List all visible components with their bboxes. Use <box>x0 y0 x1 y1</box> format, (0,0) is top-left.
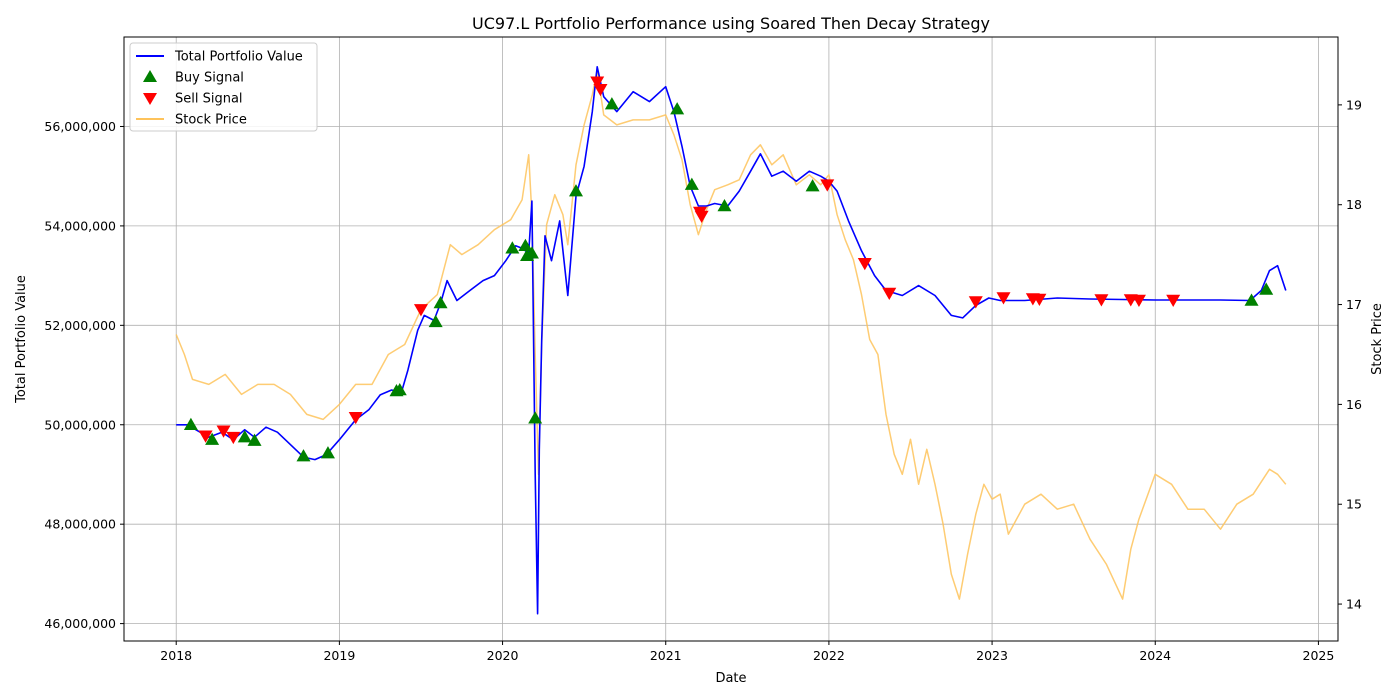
legend-swatch <box>143 93 157 105</box>
y2-tick-label: 17 <box>1346 297 1362 312</box>
buy-signal-marker <box>205 432 220 445</box>
y-axis-ticks: 46,000,000 48,000,000 50,000,000 52,000,000… <box>44 119 124 631</box>
sell-signal-marker <box>1032 293 1047 306</box>
sell-signal-marker <box>593 83 608 97</box>
sell-signal-marker <box>226 431 241 445</box>
x-tick-label: 2022 <box>813 648 845 663</box>
sell-signal-marker <box>996 292 1011 305</box>
legend-box <box>129 42 318 132</box>
y-tick-label: 46,000,000 <box>44 616 116 631</box>
x-tick-label: 2020 <box>487 648 519 663</box>
legend-label: Sell Signal <box>175 92 243 107</box>
buy-signal-marker <box>1244 293 1259 306</box>
plot-frame <box>123 36 1339 642</box>
legend-label: Total Portfolio Value <box>174 50 303 65</box>
signal-markers <box>183 76 1274 462</box>
x-tick-label: 2018 <box>160 648 192 663</box>
y-tick-label: 48,000,000 <box>44 517 116 532</box>
y2-axis-ticks: 14 15 16 17 18 19 <box>1338 97 1362 612</box>
sell-signal-marker <box>348 412 363 425</box>
x-tick-label: 2024 <box>1139 648 1171 663</box>
sell-signal-marker <box>882 287 897 301</box>
x-tick-label: 2023 <box>976 648 1008 663</box>
y2-axis-title: Stock Price <box>1370 303 1385 375</box>
buy-signal-marker <box>505 241 520 254</box>
chart-title: UC97.L Portfolio Performance using Soare… <box>472 14 990 33</box>
buy-signal-marker <box>183 417 198 431</box>
y2-tick-label: 18 <box>1346 197 1362 212</box>
legend: Total Portfolio Value Buy Signal Sell Sign… <box>129 42 318 132</box>
buy-signal-marker <box>247 433 262 446</box>
y2-tick-label: 14 <box>1346 597 1362 612</box>
buy-signal-marker <box>433 295 448 309</box>
x-tick-label: 2021 <box>650 648 682 663</box>
sell-signal-marker <box>590 76 605 89</box>
y-axis-title: Total Portfolio Value <box>14 275 29 404</box>
legend-label: Stock Price <box>175 113 247 128</box>
buy-signal-marker <box>684 177 699 190</box>
y-tick-label: 50,000,000 <box>44 417 116 432</box>
sell-signal-marker <box>198 430 213 443</box>
buy-signal-marker <box>320 446 335 459</box>
x-axis-ticks: 2018 2019 2020 2021 2022 2023 2024 2025 <box>160 641 1334 663</box>
sell-signal-marker <box>413 304 428 317</box>
buy-signal-marker <box>568 184 583 197</box>
sell-signal-marker <box>216 425 231 438</box>
buy-signal-marker <box>717 199 732 212</box>
buy-signal-marker <box>392 382 407 396</box>
buy-signal-marker <box>670 102 685 115</box>
x-axis-title: Date <box>715 671 746 686</box>
y-tick-label: 56,000,000 <box>44 119 116 134</box>
buy-signal-marker <box>805 179 820 192</box>
x-tick-label: 2019 <box>323 648 355 663</box>
buy-signal-marker <box>237 430 252 443</box>
grid-lines <box>124 37 1338 641</box>
y2-tick-label: 16 <box>1346 397 1362 412</box>
buy-signal-marker <box>296 449 311 462</box>
sell-signal-marker <box>820 179 835 192</box>
legend-label: Buy Signal <box>175 71 244 86</box>
buy-signal-marker <box>528 411 543 424</box>
sell-signal-marker <box>1166 294 1181 307</box>
sell-signal-marker <box>857 257 872 271</box>
portfolio-value-line <box>176 66 1287 615</box>
buy-signal-marker <box>518 238 533 252</box>
y2-tick-label: 15 <box>1346 497 1362 512</box>
sell-signal-marker <box>1094 294 1109 307</box>
buy-signal-marker <box>1259 282 1274 295</box>
sell-signal-marker <box>1131 294 1146 307</box>
sell-signal-marker <box>968 296 983 309</box>
buy-signal-marker <box>604 97 619 110</box>
buy-signal-marker <box>524 246 539 259</box>
sell-signal-marker <box>694 210 709 223</box>
y-tick-label: 54,000,000 <box>44 218 116 233</box>
y2-tick-label: 19 <box>1346 97 1362 112</box>
y-tick-label: 52,000,000 <box>44 318 116 333</box>
x-tick-label: 2025 <box>1303 648 1335 663</box>
portfolio-value-layer <box>176 66 1287 615</box>
buy-signal-marker <box>428 314 443 328</box>
legend-swatch <box>143 70 157 82</box>
